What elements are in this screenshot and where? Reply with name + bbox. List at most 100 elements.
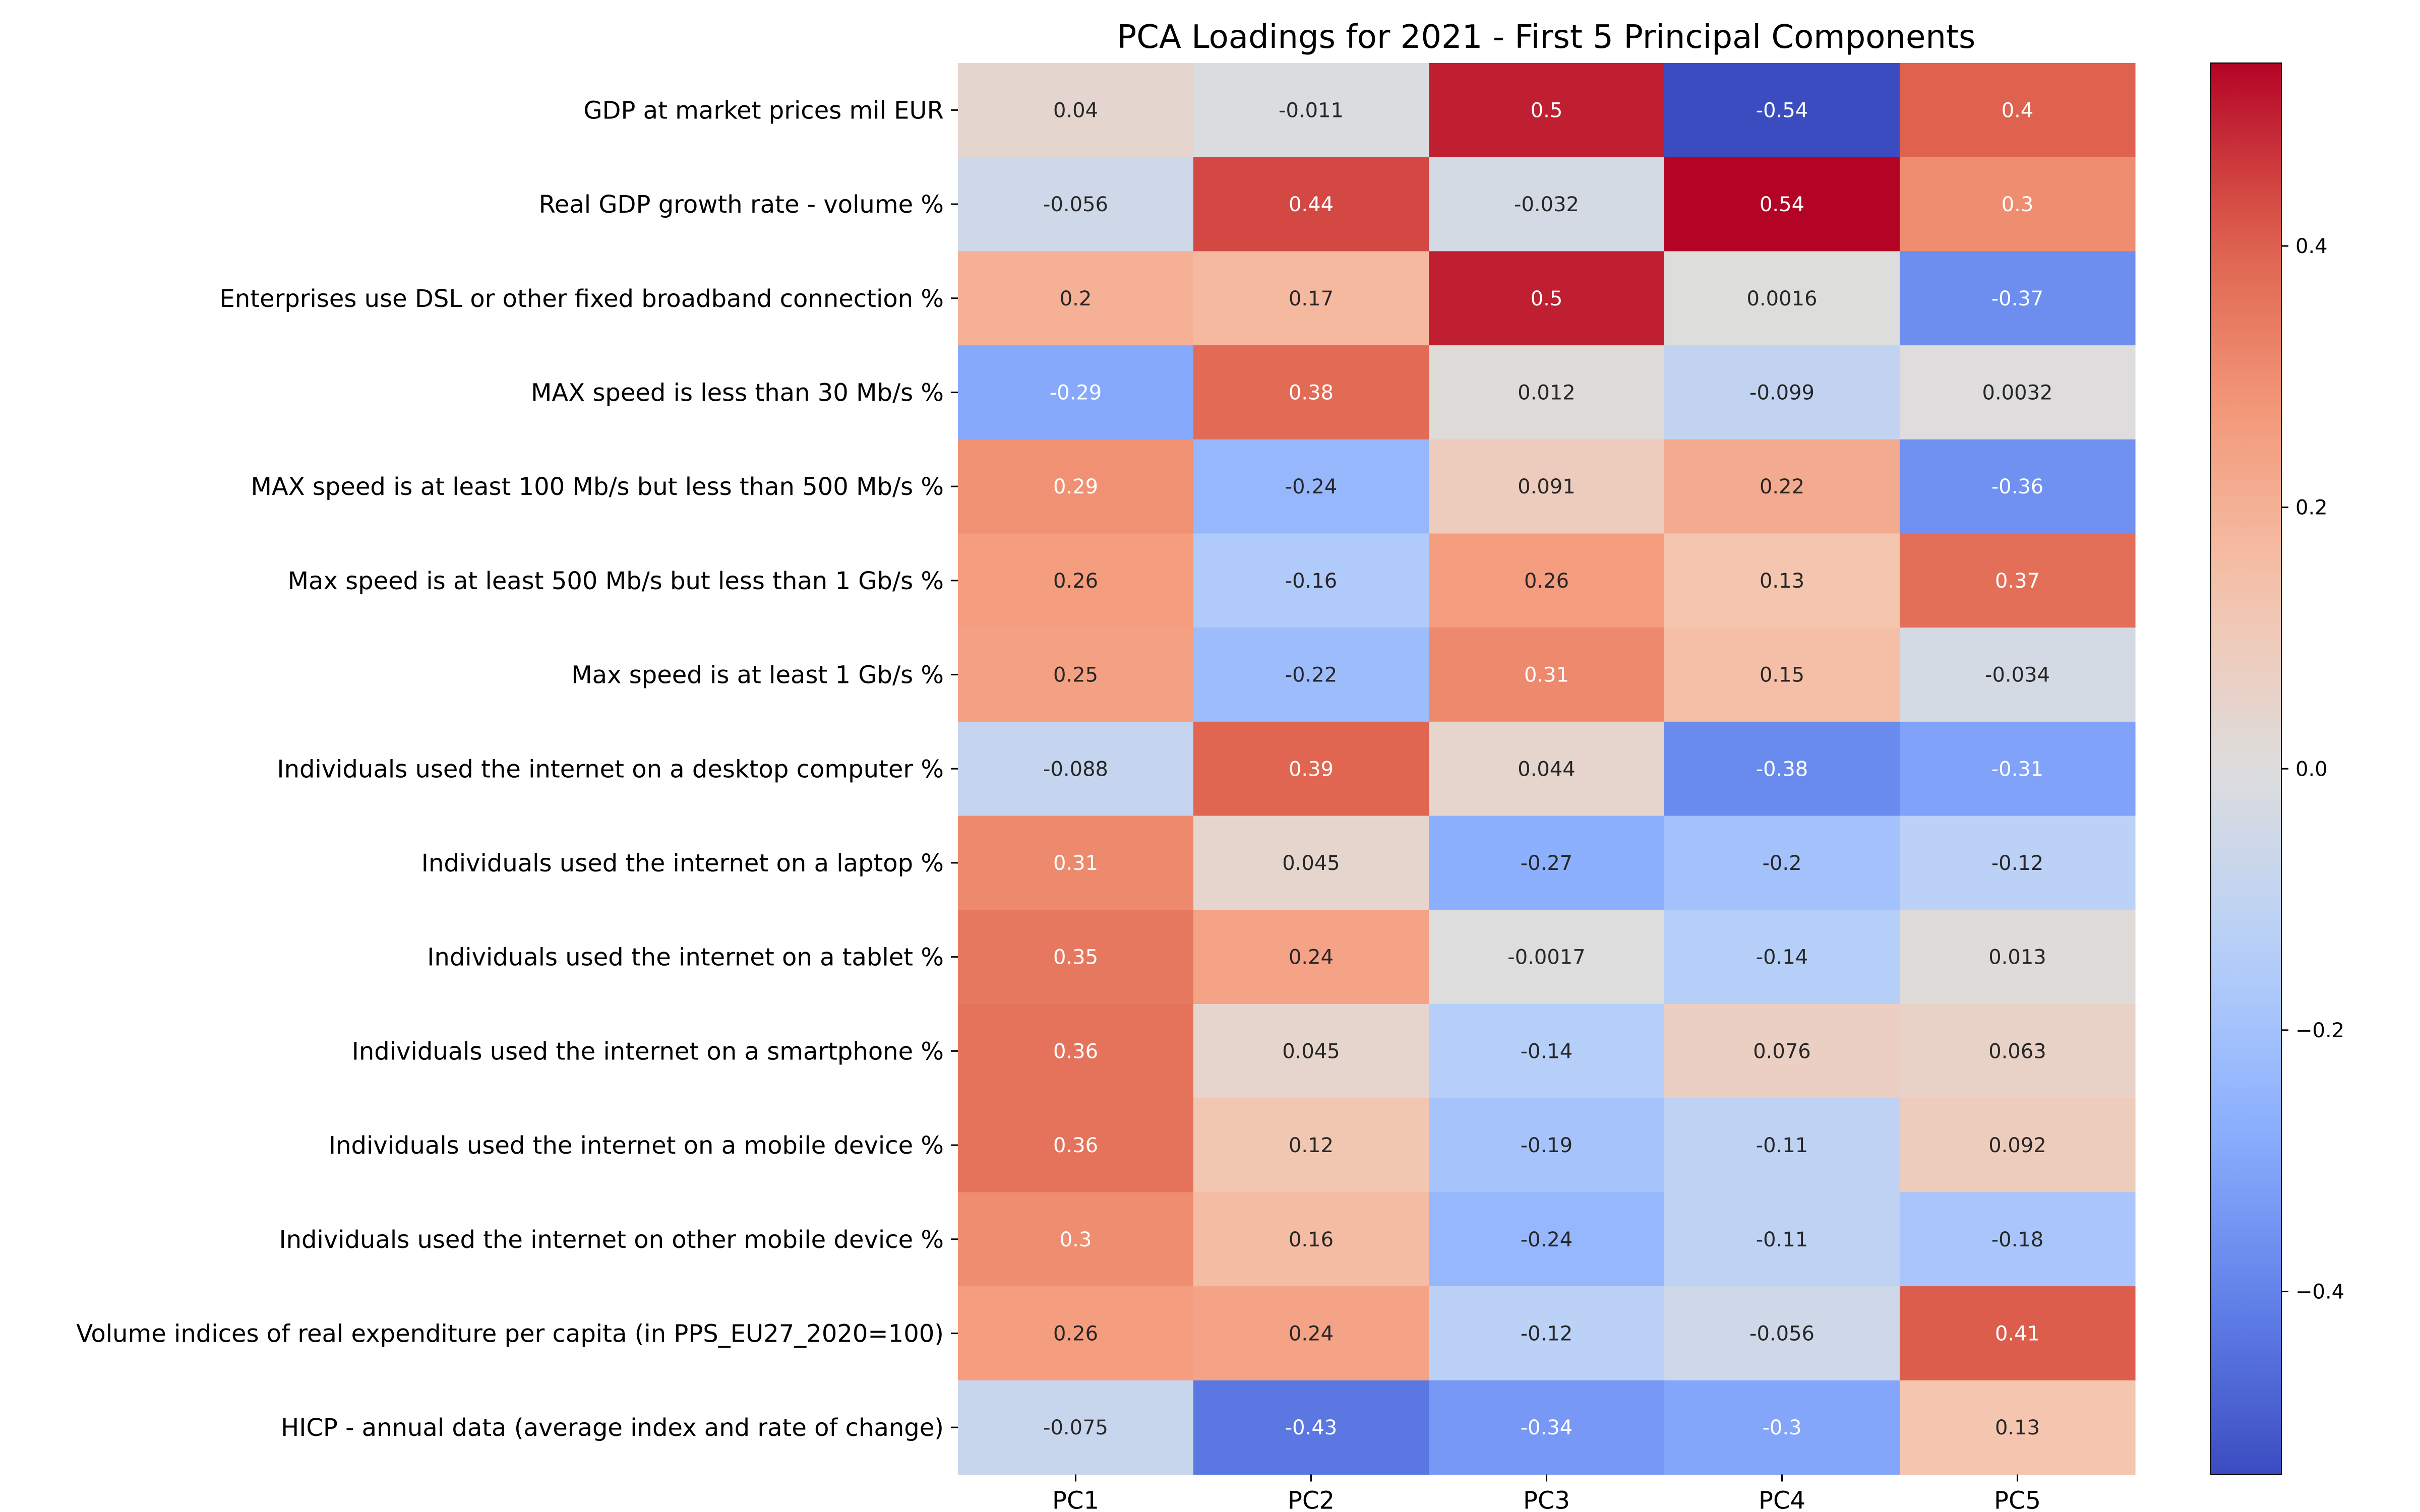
- cell-value-label: 0.54: [1760, 193, 1804, 216]
- heatmap-cell: [1900, 251, 2136, 346]
- heatmap-cell: [1193, 910, 1429, 1004]
- heatmap-cell: [1193, 1192, 1429, 1287]
- heatmap-cell: [1900, 627, 2136, 722]
- heatmap-cell: [1664, 533, 1900, 628]
- column-label: PC4: [1759, 1487, 1805, 1512]
- heatmap-cell: [1900, 345, 2136, 440]
- cell-value-label: 0.13: [1760, 570, 1804, 593]
- heatmap-cell: [1900, 1380, 2136, 1475]
- cell-value-label: 0.37: [1995, 570, 2040, 593]
- column-label: PC5: [1994, 1487, 2041, 1512]
- cell-value-label: 0.25: [1053, 664, 1098, 687]
- heatmap-cell: [958, 251, 1194, 346]
- heatmap-cell: [1429, 439, 1665, 534]
- heatmap-cell: [1429, 63, 1665, 158]
- heatmap-cell: [1429, 251, 1665, 346]
- heatmap-cell: [1900, 157, 2136, 251]
- heatmap-cell: [1193, 815, 1429, 910]
- heatmap-cell: [1193, 439, 1429, 534]
- heatmap-cell: [1429, 1192, 1665, 1287]
- heatmap-cell: [1429, 627, 1665, 722]
- heatmap-cell: [958, 345, 1194, 440]
- cell-value-label: -0.37: [1991, 287, 2044, 310]
- heatmap-cell: [1900, 1004, 2136, 1099]
- heatmap-cell: [1664, 251, 1900, 346]
- heatmap-cell: [1429, 1004, 1665, 1099]
- heatmap-cell: [1429, 345, 1665, 440]
- cell-value-label: -0.11: [1756, 1134, 1808, 1157]
- row-label: GDP at market prices mil EUR: [583, 96, 944, 124]
- heatmap-cell: [1193, 721, 1429, 816]
- cell-value-label: 0.063: [1988, 1040, 2046, 1063]
- cell-value-label: -0.31: [1991, 758, 2044, 781]
- cell-value-label: 0.17: [1289, 287, 1334, 310]
- cell-value-label: 0.0032: [1982, 381, 2053, 404]
- heatmap-cell: [958, 439, 1194, 534]
- colorbar-tick-label: 0.0: [2295, 758, 2328, 781]
- colorbar: 0.4 0.2 0.0 −0.2 −0.4: [2210, 62, 2344, 1475]
- heatmap-cell: [1900, 533, 2136, 628]
- heatmap-cell: [1429, 1380, 1665, 1475]
- column-label: PC3: [1523, 1487, 1570, 1512]
- heatmap-cell: [958, 63, 1194, 158]
- heatmap-cell: [1900, 721, 2136, 816]
- cell-value-label: -0.27: [1521, 852, 1573, 875]
- heatmap-cells: 0.04 -0.011 0.5 -0.54 0.4 -0.056 0.44 -0.032 0.5…: [958, 63, 2136, 1475]
- column-labels: PC1 PC2 PC3 PC4 PC5: [1052, 1474, 2041, 1512]
- heatmap-cell: [1193, 533, 1429, 628]
- cell-value-label: -0.3: [1762, 1416, 1801, 1439]
- heatmap-cell: [958, 1004, 1194, 1099]
- heatmap-cell: [958, 1380, 1194, 1475]
- column-label: PC1: [1052, 1487, 1099, 1512]
- cell-value-label: -0.22: [1285, 664, 1338, 687]
- heatmap-cell: [1429, 721, 1665, 816]
- cell-value-label: -0.16: [1285, 570, 1338, 593]
- row-label: Enterprises use DSL or other fixed broad…: [219, 285, 944, 313]
- heatmap-cell: [958, 721, 1194, 816]
- heatmap-cell: [1900, 1192, 2136, 1287]
- heatmap-cell: [1193, 63, 1429, 158]
- cell-value-label: 0.012: [1518, 381, 1576, 404]
- cell-value-label: 0.04: [1053, 99, 1098, 122]
- cell-value-label: 0.045: [1282, 852, 1340, 875]
- heatmap-cell: [1193, 251, 1429, 346]
- cell-value-label: -0.14: [1756, 946, 1808, 969]
- cell-value-label: -0.38: [1756, 758, 1808, 781]
- cell-value-label: -0.12: [1521, 1322, 1573, 1345]
- heatmap-cell: [1664, 1380, 1900, 1475]
- cell-value-label: -0.14: [1521, 1040, 1573, 1063]
- heatmap-cell: [958, 1286, 1194, 1381]
- heatmap-cell: [1429, 815, 1665, 910]
- cell-value-label: 0.26: [1053, 1322, 1098, 1345]
- colorbar-gradient: [2211, 63, 2281, 1475]
- heatmap-cell: [958, 1098, 1194, 1192]
- heatmap-cell: [1664, 627, 1900, 722]
- heatmap-cell: [1900, 1098, 2136, 1192]
- row-label: Individuals used the internet on a table…: [427, 943, 944, 972]
- heatmap-cell: [1900, 63, 2136, 158]
- colorbar-tick-label: −0.2: [2295, 1019, 2344, 1042]
- heatmap-cell: [1193, 1098, 1429, 1192]
- cell-value-label: -0.11: [1756, 1228, 1808, 1251]
- heatmap-cell: [1193, 1286, 1429, 1381]
- cell-value-label: 0.013: [1988, 946, 2046, 969]
- cell-value-label: 0.39: [1289, 758, 1334, 781]
- cell-value-label: 0.22: [1760, 475, 1804, 498]
- row-label: MAX speed is less than 30 Mb/s %: [531, 379, 944, 407]
- cell-value-label: 0.3: [1060, 1228, 1092, 1251]
- cell-value-label: 0.0016: [1747, 287, 1818, 310]
- row-label: Max speed is at least 1 Gb/s %: [571, 661, 944, 689]
- cell-value-label: 0.35: [1053, 946, 1098, 969]
- cell-value-label: 0.41: [1995, 1322, 2040, 1345]
- cell-value-label: 0.31: [1053, 852, 1098, 875]
- heatmap-cell: [958, 627, 1194, 722]
- cell-value-label: 0.044: [1518, 758, 1576, 781]
- cell-value-label: 0.5: [1531, 99, 1563, 122]
- heatmap-cell: [1664, 1098, 1900, 1192]
- cell-value-label: 0.36: [1053, 1134, 1098, 1157]
- heatmap-cell: [958, 1192, 1194, 1287]
- cell-value-label: 0.4: [2002, 99, 2034, 122]
- heatmap-cell: [958, 157, 1194, 251]
- cell-value-label: -0.34: [1521, 1416, 1573, 1439]
